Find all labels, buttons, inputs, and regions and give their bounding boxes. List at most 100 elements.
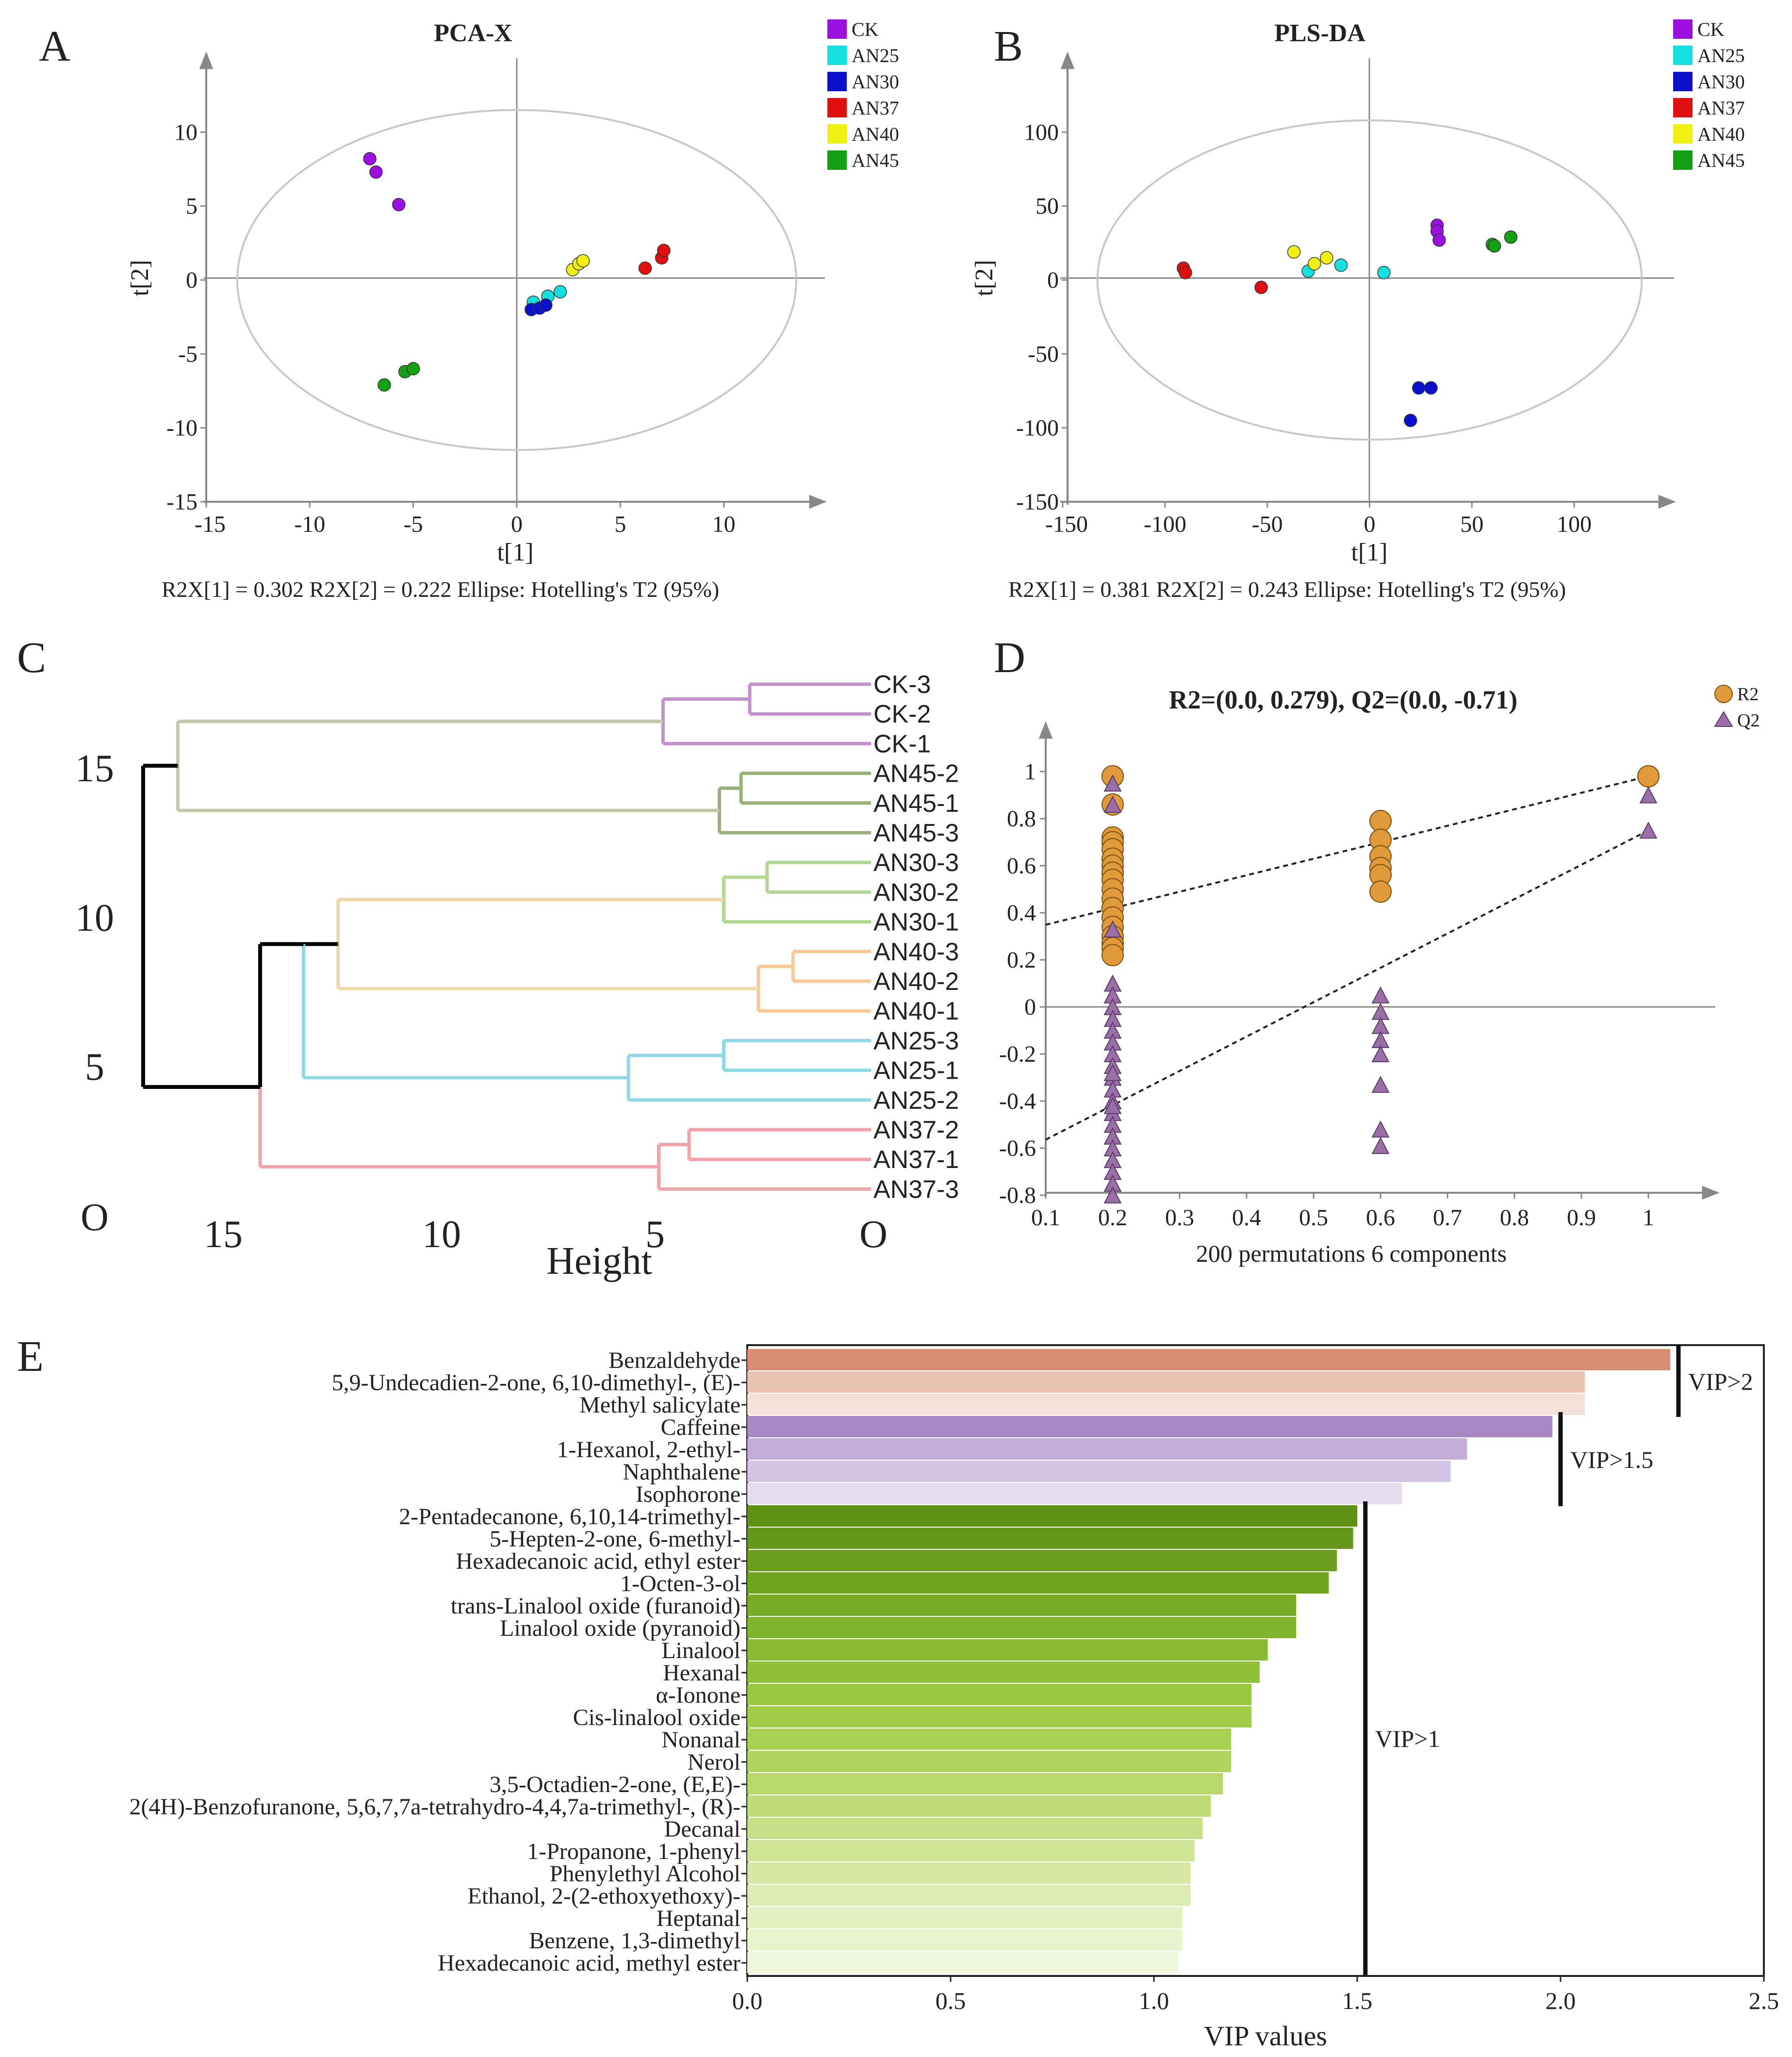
panel-b-ytick-label: -150 xyxy=(1016,489,1059,515)
vip-label-10: Hexadecanoic acid, ethyl ester xyxy=(456,1548,740,1574)
panel-b-xtick-label: 50 xyxy=(1460,511,1483,537)
panel-d-point-q2 xyxy=(1371,1045,1390,1062)
vip-label-22: Decanal xyxy=(664,1816,740,1842)
panel-letter-d: D xyxy=(994,634,1025,682)
vip-label-17: Cis-linalool oxide xyxy=(573,1705,740,1730)
panel-d-xtick-label: 1 xyxy=(1643,1205,1654,1231)
vip-xtick-label: 0.5 xyxy=(936,1987,966,2014)
panel-b-ytick-label: -50 xyxy=(1028,341,1059,367)
panel-a-title: PCA-X xyxy=(434,19,512,47)
vip-threshold-label: VIP>1 xyxy=(1375,1725,1440,1752)
dendrogram-leaf-ck-1: CK-1 xyxy=(873,730,931,758)
panel-d-point-q2 xyxy=(1103,1186,1122,1203)
vip-label-18: Nonanal xyxy=(661,1727,740,1753)
panel-b-point-an30 xyxy=(1424,381,1438,395)
vip-label-19: Nerol xyxy=(688,1749,740,1775)
panel-d-ytick-label: -0.8 xyxy=(999,1183,1036,1208)
panel-a-point-ck xyxy=(392,197,406,212)
dendrogram-leaf-an25-3: AN25-3 xyxy=(873,1027,959,1055)
vip-bar-16 xyxy=(747,1684,1252,1705)
legend-swatch-an37 xyxy=(1673,98,1693,117)
legend-label-an40: AN40 xyxy=(1697,123,1745,145)
dendrogram-leaf-an30-1: AN30-1 xyxy=(873,908,959,937)
vip-label-3: Methyl salicylate xyxy=(579,1392,740,1418)
panel-b-ytick-label: -100 xyxy=(1016,415,1059,441)
panel-b-ytick-label: 0 xyxy=(1047,267,1059,293)
panel-a-ytick-label: -5 xyxy=(178,341,197,367)
panel-b-point-an30 xyxy=(1412,381,1426,395)
panel-d-point-r2 xyxy=(1369,880,1392,903)
panel-d-ytick-label: 0 xyxy=(1024,994,1036,1020)
panel-d-xtick-label: 0.6 xyxy=(1366,1205,1395,1231)
dendrogram-leaf-an37-1: AN37-1 xyxy=(873,1146,959,1174)
panel-b-hotelling-ellipse xyxy=(1096,119,1643,441)
panel-b-point-an25 xyxy=(1377,266,1391,280)
panel-b-point-an40 xyxy=(1287,245,1301,259)
vip-label-15: Hexanal xyxy=(663,1660,740,1686)
panel-b-title: PLS-DA xyxy=(1274,19,1365,47)
dendrogram-leaf-an45-3: AN45-3 xyxy=(873,819,959,847)
panel-d-xtick-label: 0.1 xyxy=(1031,1205,1060,1231)
panel-d-xtick-label: 0.5 xyxy=(1299,1205,1328,1231)
legend-label-an37: AN37 xyxy=(852,97,899,119)
vip-threshold-label: VIP>2 xyxy=(1688,1368,1753,1395)
legend-swatch-an40 xyxy=(1673,124,1693,144)
panel-b-point-an25 xyxy=(1334,258,1348,272)
vip-bar-6 xyxy=(747,1461,1451,1482)
panel-d-point-q2 xyxy=(1371,1120,1390,1138)
panel-b-point-an45 xyxy=(1504,230,1518,244)
legend-swatch-an25 xyxy=(1673,46,1693,65)
vip-label-13: Linalool oxide (pyranoid) xyxy=(500,1615,740,1641)
panel-d-permutation: D R2=(0.0, 0.279), Q2=(0.0, -0.71) 0.1 0.… xyxy=(994,634,1759,1267)
vip-label-6: Naphthalene xyxy=(623,1459,740,1485)
legend-label-ck: CK xyxy=(1697,18,1725,40)
vip-bar-12 xyxy=(747,1595,1297,1616)
vip-bar-14 xyxy=(747,1639,1268,1661)
panel-a-point-an30 xyxy=(539,298,553,312)
panel-d-point-r2 xyxy=(1102,944,1124,967)
panel-a-xtick-label: -5 xyxy=(404,511,423,537)
panel-letter-e: E xyxy=(17,1333,44,1381)
legend-swatch-an37 xyxy=(827,98,847,117)
panel-b-point-an37 xyxy=(1254,280,1268,294)
vip-label-24: Phenylethyl Alcohol xyxy=(550,1861,740,1887)
panel-d-point-r2 xyxy=(1637,765,1660,788)
panel-d-xlabel: 200 permutations 6 components xyxy=(1196,1240,1507,1267)
panel-a-xtick-label: 0 xyxy=(511,511,523,537)
vip-bar-2 xyxy=(747,1371,1585,1393)
panel-c-xlabel: Height xyxy=(546,1240,652,1283)
dendrogram-leaf-an40-2: AN40-2 xyxy=(873,968,959,996)
panel-d-point-q2 xyxy=(1639,822,1658,839)
dendrogram-leaf-an45-1: AN45-1 xyxy=(873,790,959,818)
dendrogram-xtick-label: 10 xyxy=(422,1213,461,1256)
vip-xtick-label: 1.0 xyxy=(1139,1987,1169,2014)
panel-b-xtick-label: -50 xyxy=(1252,511,1283,537)
panel-b-point-an40 xyxy=(1307,257,1321,271)
vip-bar-22 xyxy=(747,1818,1203,1839)
panel-b-point-an45 xyxy=(1487,239,1501,253)
vip-bar-26 xyxy=(747,1907,1183,1928)
vip-bar-13 xyxy=(747,1617,1297,1638)
panel-a-ytick-label: 5 xyxy=(186,194,197,219)
panel-b-xlabel: t[1] xyxy=(1351,539,1387,566)
legend-marker-r2 xyxy=(1714,685,1733,703)
panel-d-ytick-label: 0.6 xyxy=(1007,853,1036,879)
panel-letter-a: A xyxy=(39,22,70,70)
dendrogram-leaf-ck-2: CK-2 xyxy=(873,700,931,728)
vip-label-12: trans-Linalool oxide (furanoid) xyxy=(451,1593,740,1619)
panel-d-point-q2 xyxy=(1639,786,1658,804)
panel-a-xtick-label: 10 xyxy=(712,511,736,537)
panel-d-xtick-label: 0.4 xyxy=(1232,1205,1261,1231)
vip-label-27: Benzene, 1,3-dimethyl xyxy=(529,1928,740,1954)
vip-label-8: 2-Pentadecanone, 6,10,14-trimethyl- xyxy=(399,1504,740,1530)
panel-b-xtick-label: 0 xyxy=(1364,511,1376,537)
panel-d-ytick-label: -0.2 xyxy=(999,1041,1036,1067)
dendrogram-xtick-label: O xyxy=(859,1213,888,1256)
panel-a-point-an25 xyxy=(553,285,567,299)
vip-bar-25 xyxy=(747,1885,1191,1906)
dendrogram-leaf-an30-2: AN30-2 xyxy=(873,878,959,906)
dendrogram-xtick-label: 15 xyxy=(204,1213,243,1256)
legend-label-an40: AN40 xyxy=(852,123,899,145)
